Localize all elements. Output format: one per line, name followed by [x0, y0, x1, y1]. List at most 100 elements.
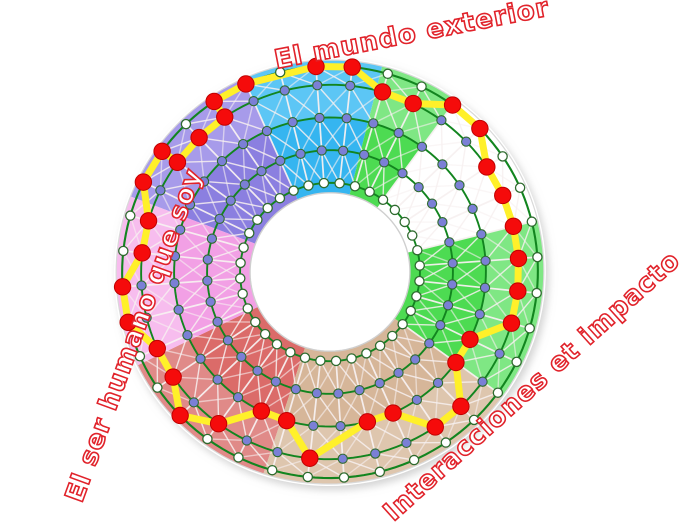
node-ring-0: [412, 292, 421, 301]
node-highlighted: [453, 398, 469, 414]
node-ring-4: [276, 68, 285, 77]
node-ring-1: [253, 366, 262, 375]
node-ring-4: [303, 472, 312, 481]
node-ring-1: [411, 355, 420, 364]
node-highlighted: [253, 403, 269, 419]
node-ring-0: [365, 187, 374, 196]
node-ring-0: [378, 195, 387, 204]
spoke-diagonal: [220, 219, 258, 220]
node-ring-0: [304, 181, 313, 190]
node-ring-0: [239, 243, 248, 252]
node-ring-4: [512, 357, 521, 366]
node-highlighted: [191, 129, 207, 145]
node-highlighted: [444, 97, 460, 113]
node-ring-3: [495, 349, 504, 358]
node-ring-2: [199, 177, 208, 186]
radial-network-diagram: [0, 0, 679, 513]
node-ring-2: [213, 375, 222, 384]
node-ring-0: [398, 320, 407, 329]
node-ring-2: [176, 225, 185, 234]
node-ring-1: [339, 146, 348, 155]
node-ring-2: [288, 118, 297, 127]
node-highlighted: [448, 354, 464, 370]
node-ring-4: [234, 453, 243, 462]
node-ring-3: [462, 137, 471, 146]
node-ring-4: [383, 69, 392, 78]
node-ring-2: [369, 119, 378, 128]
node-ring-4: [527, 217, 536, 226]
node-highlighted: [427, 419, 443, 435]
node-ring-0: [238, 289, 247, 298]
node-ring-1: [207, 234, 216, 243]
spoke-diagonal: [403, 324, 441, 325]
node-ring-3: [346, 81, 355, 90]
node-ring-2: [239, 139, 248, 148]
node-ring-0: [415, 261, 424, 270]
node-ring-0: [406, 306, 415, 315]
node-ring-0: [272, 340, 281, 349]
node-ring-0: [261, 329, 270, 338]
node-ring-1: [436, 321, 445, 330]
node-ring-3: [402, 438, 411, 447]
node-ring-1: [203, 255, 212, 264]
node-ring-2: [433, 378, 442, 387]
node-ring-1: [223, 336, 232, 345]
node-ring-1: [276, 156, 285, 165]
node-ring-3: [478, 377, 487, 386]
node-ring-0: [408, 231, 417, 240]
node-ring-2: [412, 395, 421, 404]
node-highlighted: [374, 84, 390, 100]
node-ring-2: [170, 279, 179, 288]
node-highlighted: [510, 250, 526, 266]
node-ring-0: [243, 304, 252, 313]
node-ring-0: [236, 274, 245, 283]
node-ring-2: [342, 114, 351, 123]
node-ring-0: [350, 182, 359, 191]
node-ring-0: [388, 331, 397, 340]
node-ring-1: [398, 169, 407, 178]
node-ring-1: [427, 199, 436, 208]
node-ring-3: [137, 281, 146, 290]
node-ring-2: [315, 113, 324, 122]
node-ring-1: [394, 368, 403, 377]
node-ring-1: [226, 196, 235, 205]
node-ring-0: [300, 353, 309, 362]
diagram-canvas: El mundo exterior El ser humano que soy …: [0, 0, 679, 513]
node-ring-4: [441, 438, 450, 447]
node-ring-0: [390, 205, 399, 214]
node-highlighted: [510, 283, 526, 299]
node-ring-4: [410, 455, 419, 464]
node-ring-2: [468, 204, 477, 213]
node-ring-3: [437, 116, 446, 125]
node-ring-1: [443, 301, 452, 310]
node-highlighted: [385, 405, 401, 421]
node-highlighted: [120, 314, 136, 330]
wheel-group: [114, 58, 546, 486]
node-ring-3: [371, 449, 380, 458]
node-ring-4: [153, 383, 162, 392]
node-highlighted: [140, 213, 156, 229]
node-highlighted: [206, 93, 222, 109]
node-highlighted: [149, 340, 165, 356]
node-ring-3: [142, 313, 151, 322]
node-ring-2: [174, 305, 183, 314]
node-highlighted: [210, 416, 226, 432]
node-ring-4: [498, 152, 507, 161]
node-highlighted: [172, 407, 188, 423]
node-ring-2: [480, 283, 489, 292]
node-ring-3: [273, 447, 282, 456]
node-ring-3: [189, 398, 198, 407]
node-highlighted: [344, 59, 360, 75]
center-hole-shape: [250, 193, 410, 351]
node-highlighted: [479, 159, 495, 175]
node-highlighted: [359, 414, 375, 430]
node-ring-4: [516, 183, 525, 192]
node-ring-1: [257, 167, 266, 176]
node-ring-1: [360, 150, 369, 159]
node-ring-2: [481, 256, 490, 265]
node-ring-1: [237, 352, 246, 361]
node-ring-0: [362, 349, 371, 358]
node-ring-2: [262, 126, 271, 135]
node-highlighted: [308, 58, 324, 74]
node-ring-4: [532, 288, 541, 297]
